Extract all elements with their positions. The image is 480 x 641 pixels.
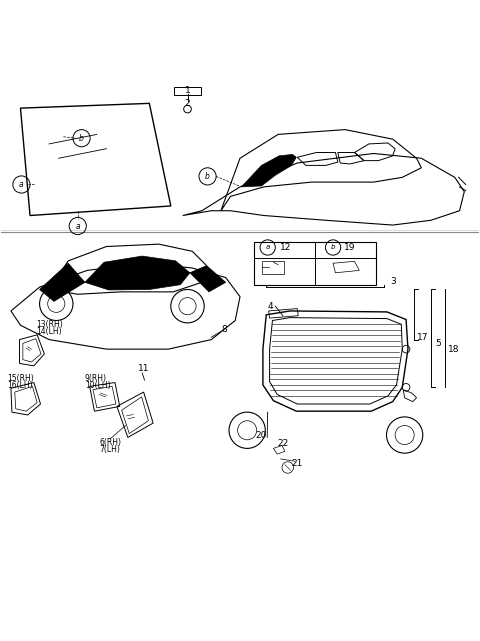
Polygon shape	[241, 154, 296, 187]
Bar	[254, 242, 376, 285]
Text: a: a	[265, 244, 270, 251]
Text: a: a	[75, 222, 80, 231]
Text: 3: 3	[390, 277, 396, 286]
Text: 13(RH): 13(RH)	[36, 320, 62, 329]
Text: 21: 21	[291, 459, 303, 468]
Polygon shape	[85, 256, 190, 290]
Text: b: b	[79, 134, 84, 143]
Text: 4: 4	[268, 302, 273, 311]
Text: 11: 11	[138, 363, 149, 372]
Bar	[174, 87, 201, 96]
Text: 16(LH): 16(LH)	[7, 381, 33, 390]
Text: 22: 22	[277, 439, 288, 448]
Text: 17: 17	[417, 333, 428, 342]
Text: 20: 20	[256, 431, 267, 440]
Bar	[263, 261, 284, 274]
Text: b: b	[205, 172, 210, 181]
Text: b: b	[331, 244, 336, 251]
Text: 15(RH): 15(RH)	[7, 374, 34, 383]
Polygon shape	[39, 263, 85, 301]
Text: 9(RH): 9(RH)	[85, 374, 107, 383]
Text: 12: 12	[280, 243, 291, 252]
Polygon shape	[190, 265, 226, 292]
Text: 19: 19	[344, 243, 356, 252]
Text: 5: 5	[435, 339, 441, 348]
Text: 10(LH): 10(LH)	[85, 381, 110, 390]
Text: 6(RH): 6(RH)	[99, 438, 121, 447]
Text: 18: 18	[447, 345, 459, 354]
Text: 14(LH): 14(LH)	[36, 327, 61, 336]
Text: 7(LH): 7(LH)	[99, 445, 120, 454]
Text: a: a	[19, 180, 24, 189]
Text: 1: 1	[185, 86, 191, 95]
Text: 8: 8	[222, 324, 228, 333]
Text: 2: 2	[185, 99, 190, 108]
